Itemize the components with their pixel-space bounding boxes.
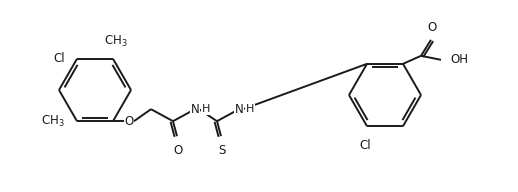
- Text: O: O: [427, 21, 437, 34]
- Text: CH$_3$: CH$_3$: [104, 34, 128, 49]
- Text: S: S: [218, 144, 226, 157]
- Text: Cl: Cl: [359, 139, 371, 152]
- Text: N: N: [191, 103, 199, 116]
- Text: OH: OH: [450, 53, 468, 66]
- Text: Cl: Cl: [53, 52, 65, 65]
- Text: O: O: [124, 115, 134, 128]
- Text: N: N: [235, 103, 243, 116]
- Text: H: H: [202, 104, 210, 114]
- Text: O: O: [174, 144, 183, 157]
- Text: CH$_3$: CH$_3$: [41, 114, 65, 129]
- Text: H: H: [246, 104, 254, 114]
